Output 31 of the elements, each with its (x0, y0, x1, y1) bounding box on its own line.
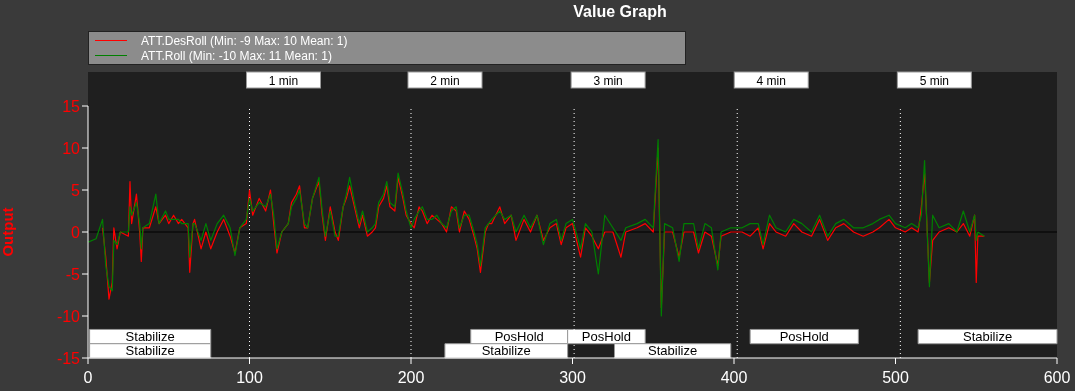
ref-line-label: 5 min (919, 74, 950, 88)
y-axis-title: Output (0, 207, 17, 257)
y-tick-label: -5 (65, 265, 81, 283)
band-label: Stabilize (648, 343, 698, 359)
y-tick-label: 15 (62, 97, 81, 115)
x-tick-label: 200 (397, 369, 425, 387)
y-tick-label: -15 (56, 349, 81, 367)
legend-label: ATT.Roll (Min: -10 Max: 11 Mean: 1) (141, 48, 332, 63)
band-label: PosHold (494, 329, 544, 345)
x-tick-label: 100 (236, 369, 263, 387)
x-tick-label: 300 (559, 369, 586, 387)
y-tick-label: 0 (71, 223, 81, 241)
band-label: PosHold (779, 329, 829, 345)
band-label: Stabilize (962, 329, 1013, 345)
y-tick-label: 10 (62, 139, 81, 157)
x-tick-label: 400 (720, 369, 748, 387)
y-tick-label: 5 (71, 181, 81, 199)
ref-line-label: 1 min (268, 74, 299, 88)
ref-line-label: 4 min (756, 74, 786, 88)
band-label: Stabilize (125, 343, 175, 359)
band-label: Stabilize (481, 343, 531, 359)
ref-line-label: 3 min (593, 74, 623, 88)
x-tick-label: 600 (1043, 369, 1071, 387)
legend-label: ATT.DesRoll (Min: -9 Max: 10 Mean: 1) (141, 33, 348, 48)
band-label: Stabilize (125, 329, 175, 345)
ref-line-label: 2 min (430, 74, 460, 88)
chart-title: Value Graph (572, 3, 668, 21)
x-tick-label: 0 (83, 369, 93, 387)
band-label: PosHold (581, 329, 631, 345)
x-tick-label: 500 (882, 369, 909, 387)
y-tick-label: -10 (56, 307, 81, 325)
